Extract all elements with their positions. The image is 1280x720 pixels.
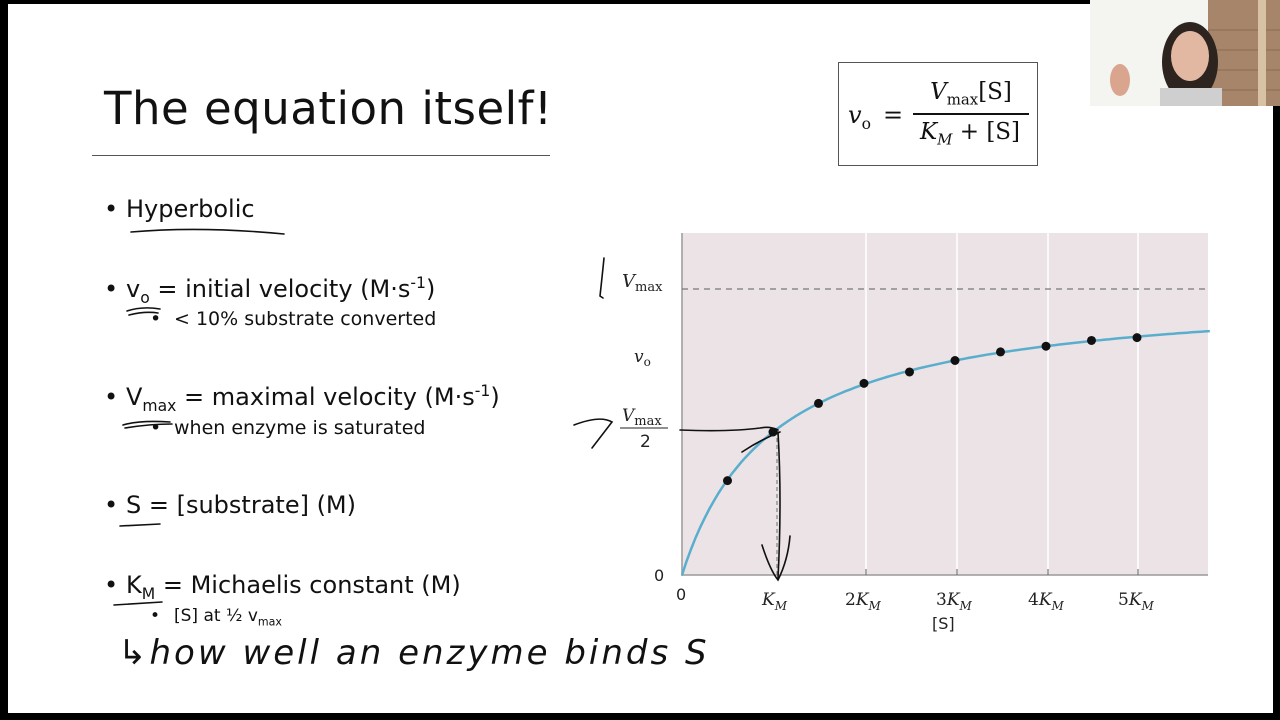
svg-text:2: 2 bbox=[640, 432, 651, 452]
slide-title: The equation itself! bbox=[104, 82, 553, 135]
data-point bbox=[814, 398, 823, 408]
handwritten-note: ↳how well an enzyme binds S bbox=[118, 633, 710, 673]
plot-area bbox=[682, 233, 1208, 575]
subbullet-enzyme-saturated: • when enzyme is saturated bbox=[150, 417, 426, 439]
presenter-video-frame bbox=[1090, 0, 1280, 106]
subbullet-half-vmax: • [S] at ½ vmax bbox=[150, 606, 282, 629]
bullet-maximal-velocity: • Vmax = maximal velocity (M·s-1) bbox=[104, 382, 500, 415]
arrow-half-vmax bbox=[573, 418, 614, 449]
curve-tick bbox=[741, 431, 781, 453]
xtick-zero: 0 bbox=[676, 585, 686, 604]
title-divider bbox=[92, 155, 550, 156]
bullet-substrate: • S = [substrate] (M) bbox=[104, 491, 357, 519]
data-point bbox=[859, 378, 869, 388]
bullet-michaelis-constant: • KM = Michaelis constant (M) bbox=[104, 571, 461, 603]
underline-hyperbolic bbox=[130, 228, 285, 235]
down-arrow-shaft bbox=[777, 431, 781, 579]
data-point bbox=[723, 476, 732, 486]
data-points bbox=[723, 333, 1142, 486]
underline-km bbox=[113, 601, 163, 606]
fraction-bar bbox=[913, 113, 1029, 115]
down-arrowhead bbox=[761, 535, 791, 582]
data-point bbox=[1087, 335, 1096, 345]
x-axis-label: [S] bbox=[932, 614, 955, 633]
data-point bbox=[905, 367, 914, 377]
underline-vo bbox=[126, 307, 161, 316]
half-vmax-guide-line bbox=[679, 426, 779, 432]
michaelis-menten-equation: vo = Vmax[S] KM + [S] bbox=[838, 62, 1038, 166]
presenter-webcam bbox=[1090, 0, 1280, 106]
bullet-initial-velocity: • vo = initial velocity (M·s-1) bbox=[104, 274, 436, 307]
data-point bbox=[1041, 341, 1051, 351]
data-point bbox=[1132, 333, 1142, 343]
bullet-hyperbolic: • Hyperbolic bbox=[104, 195, 255, 223]
data-point bbox=[996, 347, 1005, 357]
subbullet-substrate-converted: • < 10% substrate converted bbox=[150, 308, 437, 330]
underline-vmax bbox=[122, 420, 173, 429]
bullet-text: Hyperbolic bbox=[126, 195, 255, 223]
ytick-zero: 0 bbox=[654, 566, 664, 585]
underline-s bbox=[119, 523, 161, 527]
data-point bbox=[950, 356, 960, 365]
tick-mark bbox=[599, 257, 605, 299]
